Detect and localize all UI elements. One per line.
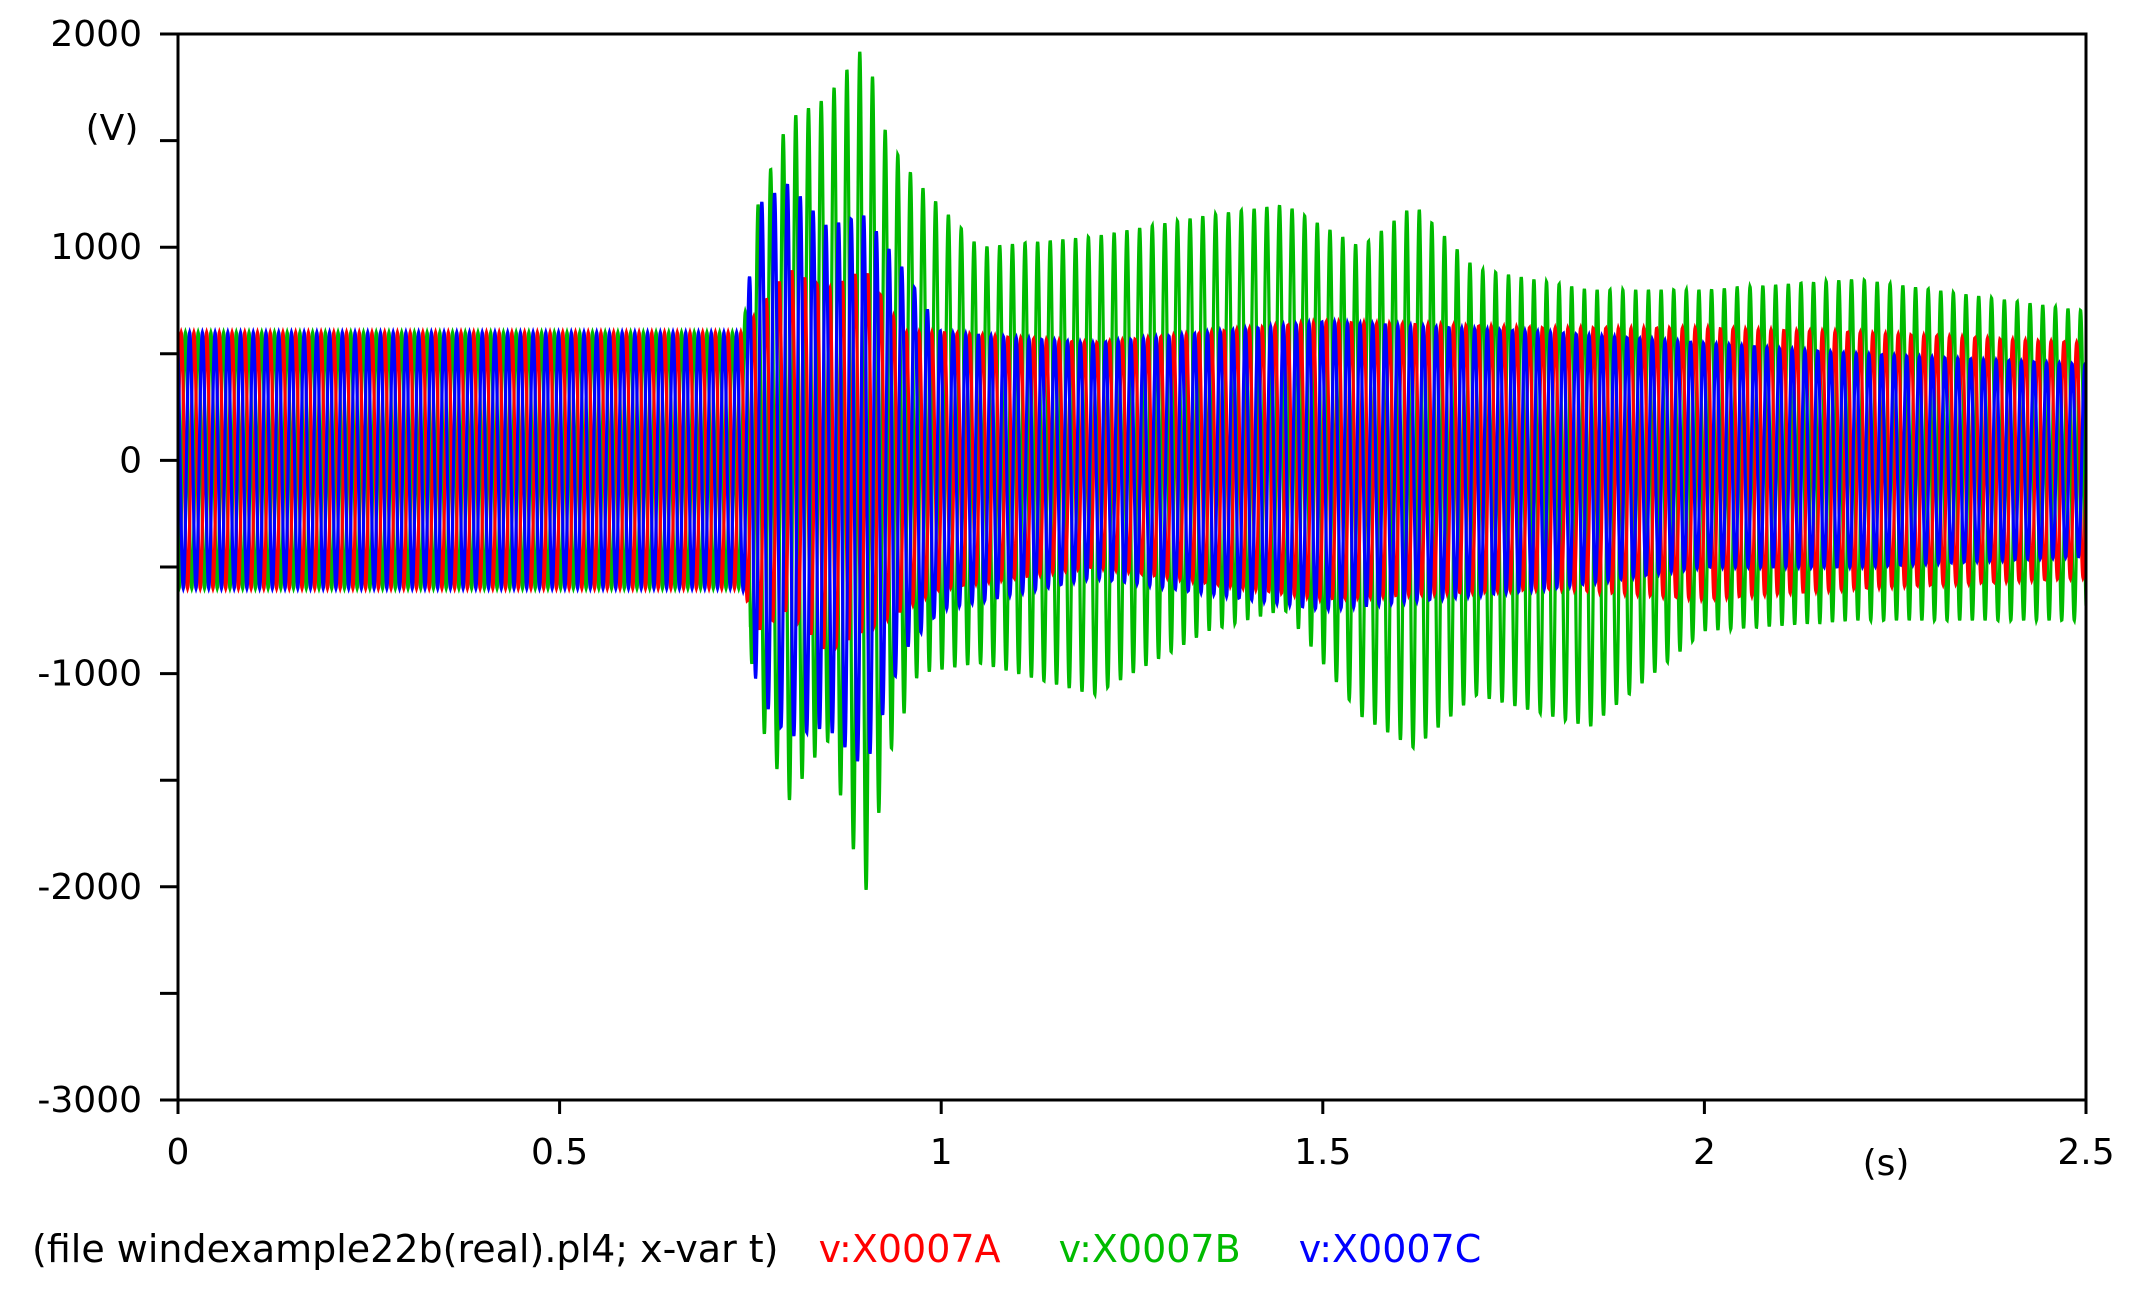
y-tick-label: 1000 — [50, 227, 142, 268]
y-tick-label: 2000 — [50, 14, 142, 55]
y-tick-label: 0 — [119, 440, 142, 481]
series-line-vx0007b — [178, 51, 2086, 891]
x-tick-label: 1 — [930, 1132, 953, 1173]
y-tick-label: -2000 — [37, 867, 142, 908]
x-tick-label: 0.5 — [531, 1132, 588, 1173]
footer-file-info: (file windexample22b(real).pl4; x-var t) — [32, 1227, 779, 1271]
x-axis-unit-label: (s) — [1863, 1143, 1910, 1184]
legend-entry-phase-a: v:X0007A — [819, 1227, 1001, 1271]
series-layer — [178, 51, 2086, 891]
y-tick-label: -3000 — [37, 1080, 142, 1121]
y-tick-label: -1000 — [37, 654, 142, 695]
footer-legend-line: (file windexample22b(real).pl4; x-var t)… — [32, 1227, 1481, 1271]
x-tick-label: 2.5 — [2057, 1132, 2114, 1173]
legend-entry-phase-c: v:X0007C — [1299, 1227, 1482, 1271]
x-tick-label: 1.5 — [1294, 1132, 1351, 1173]
x-tick-label: 2 — [1693, 1132, 1716, 1173]
series-line-vx0007a — [178, 270, 2086, 652]
axis-layer: 2000 1000 0 -1000 -2000 -3000 0 0.5 1 1.5 2 2.5 — [37, 14, 2114, 1173]
y-axis-unit-label: (V) — [86, 108, 139, 149]
legend-entry-phase-b: v:X0007B — [1059, 1227, 1241, 1271]
series-line-vx0007c — [178, 183, 2086, 762]
x-tick-label: 0 — [167, 1132, 190, 1173]
